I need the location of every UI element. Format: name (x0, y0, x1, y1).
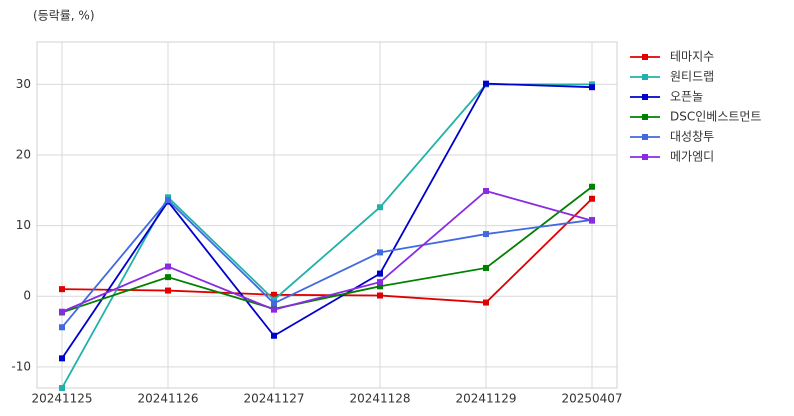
x-tick-label: 20241127 (243, 392, 304, 406)
point (377, 204, 383, 211)
x-tick-label: 20250407 (561, 392, 622, 406)
legend-label: DSC인베스트먼트 (670, 110, 761, 124)
series-line (61, 198, 593, 328)
y-tick-label: 10 (16, 218, 31, 232)
point (483, 231, 489, 238)
x-tick-label: 20241126 (137, 392, 198, 406)
x-tick-label: 20241129 (455, 392, 516, 406)
point (271, 332, 277, 339)
point (271, 306, 277, 313)
y-tick-label: -10 (11, 359, 31, 373)
legend-marker (642, 94, 648, 100)
legend-label: 메가엠디 (670, 150, 714, 164)
point (165, 274, 171, 281)
legend-label: 대성창투 (670, 130, 714, 144)
point (165, 287, 171, 294)
legend-label: 원티드랩 (670, 70, 714, 84)
point (165, 197, 171, 204)
point (59, 385, 65, 391)
point (589, 195, 595, 202)
point (589, 183, 595, 190)
legend-marker (642, 154, 648, 160)
legend-marker (642, 134, 648, 140)
series-line (61, 186, 593, 314)
point (59, 308, 65, 315)
legend-label: 오픈놀 (670, 90, 703, 104)
point (377, 283, 383, 290)
legend-label: 테마지수 (670, 50, 714, 64)
point (271, 291, 277, 298)
series-line (61, 83, 592, 389)
plot-frame (36, 41, 618, 389)
x-tick-label: 20241125 (31, 392, 92, 406)
point (377, 279, 383, 286)
point (271, 296, 277, 303)
point (483, 80, 489, 87)
series-line (61, 198, 593, 304)
point (59, 355, 65, 362)
point (589, 84, 595, 91)
point (483, 299, 489, 306)
point (483, 264, 489, 271)
point (271, 300, 277, 307)
y-tick-label: 0 (23, 289, 31, 303)
legend-marker (642, 54, 648, 60)
series-line (61, 82, 593, 359)
legend-marker (642, 74, 648, 80)
point (377, 292, 383, 299)
point (589, 217, 595, 224)
point (59, 286, 65, 293)
x-tick-label: 20241128 (349, 392, 410, 406)
series-line (61, 189, 593, 313)
point (483, 187, 489, 194)
point (59, 324, 65, 331)
y-tick-label: 20 (16, 147, 31, 161)
y-axis-label: (등락률, %) (33, 9, 95, 23)
point (165, 263, 171, 270)
point (377, 249, 383, 256)
y-tick-label: 30 (16, 77, 31, 91)
point (377, 270, 383, 277)
legend-marker (642, 114, 648, 120)
